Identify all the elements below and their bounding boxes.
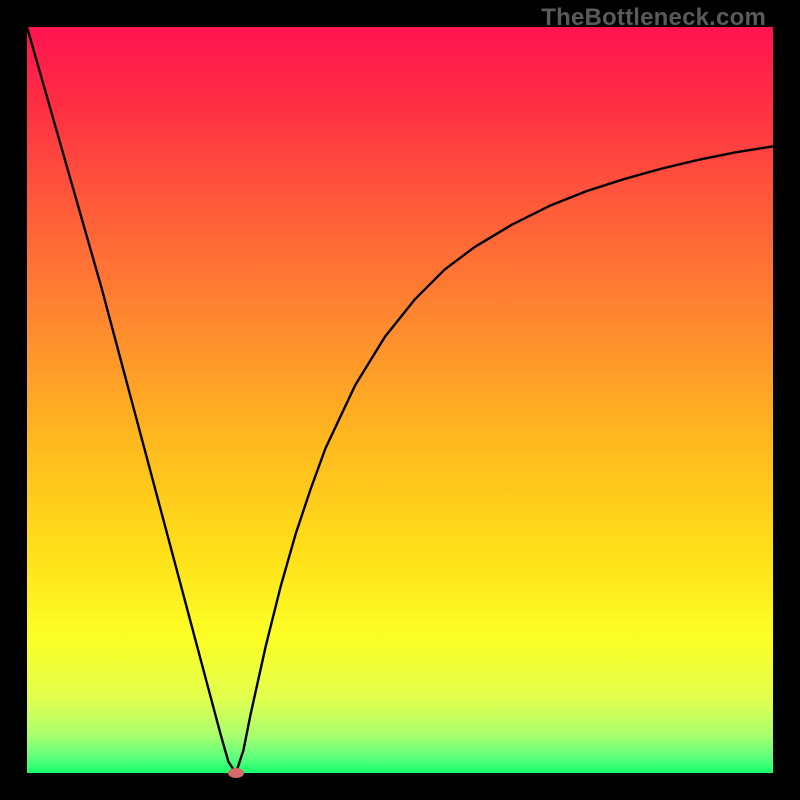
plot-area [27,27,773,773]
curve-path [27,27,773,773]
watermark-text: TheBottleneck.com [541,4,766,32]
bottleneck-curve [27,27,773,773]
chart-outer-frame: TheBottleneck.com [0,0,800,800]
minimum-marker [228,768,244,778]
